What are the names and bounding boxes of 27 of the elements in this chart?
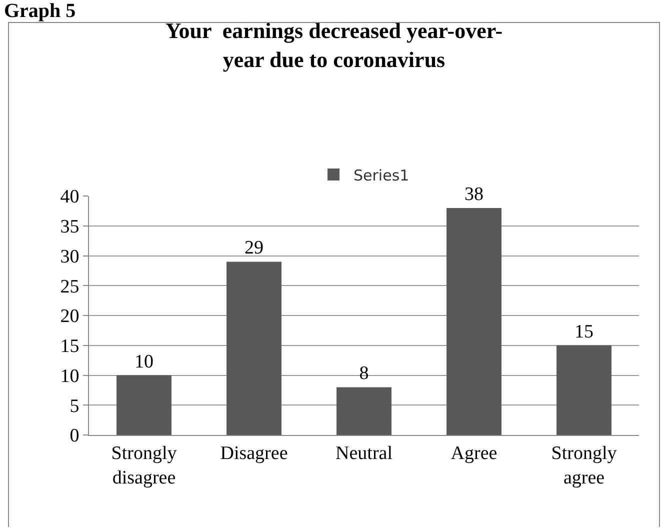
y-tick-label: 5 <box>70 396 80 417</box>
bar <box>116 375 172 435</box>
y-tick-label: 0 <box>70 426 80 447</box>
y-tick-label: 15 <box>60 336 80 358</box>
data-label: 29 <box>244 238 264 259</box>
data-label: 38 <box>464 184 484 205</box>
data-label: 15 <box>574 321 594 342</box>
bar <box>556 345 612 435</box>
x-tick-label: Agree <box>450 442 498 464</box>
y-tick-label: 35 <box>60 216 80 238</box>
data-label: 8 <box>359 363 369 384</box>
bar <box>336 387 392 435</box>
legend-label: Series1 <box>354 166 410 184</box>
y-tick-label: 25 <box>60 276 80 298</box>
y-tick-label: 40 <box>60 186 80 208</box>
caption: Graph 5 <box>4 0 76 23</box>
x-tick-label: Strongly agree <box>551 442 618 488</box>
chart-title: Your earnings decreased year-over-year due to coronavirus <box>165 18 503 72</box>
bar <box>446 208 502 435</box>
y-tick-label: 30 <box>60 246 80 268</box>
x-tick-label: Disagree <box>220 442 288 464</box>
y-tick-label: 10 <box>60 366 80 387</box>
data-label: 10 <box>134 351 154 372</box>
y-tick-label: 20 <box>60 306 80 328</box>
x-tick-label: Strongly disagree <box>111 442 178 488</box>
bar <box>226 262 282 435</box>
x-tick-label: Neutral <box>336 442 392 464</box>
